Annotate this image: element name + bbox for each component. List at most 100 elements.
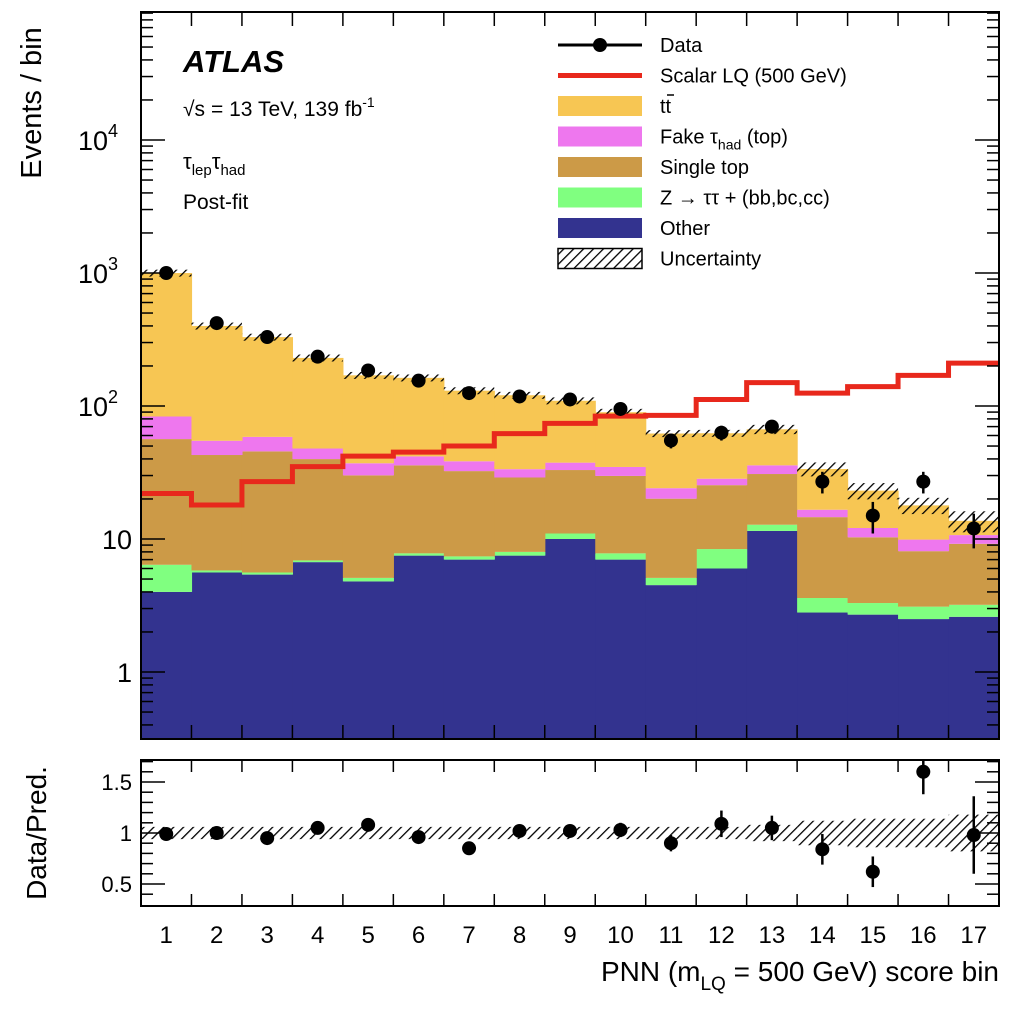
bar-ttbar-10 bbox=[595, 412, 647, 467]
ratio-point-14 bbox=[815, 834, 830, 865]
ratio-point-9 bbox=[563, 823, 577, 838]
bar-single-top-6 bbox=[393, 465, 445, 554]
x-tick-label-5: 5 bbox=[361, 922, 374, 949]
ratio-point-13 bbox=[764, 815, 779, 841]
bar-z-14 bbox=[797, 598, 849, 613]
bar-other-16 bbox=[898, 619, 950, 739]
bar-single-top-16 bbox=[898, 551, 950, 607]
x-tick-label-6: 6 bbox=[412, 922, 425, 949]
ratio-point-10 bbox=[613, 822, 628, 838]
bar-other-11 bbox=[645, 585, 697, 739]
bar-fake-8 bbox=[494, 469, 546, 478]
uncertainty-bin-14 bbox=[797, 462, 848, 477]
x-tick-label-14: 14 bbox=[809, 922, 836, 949]
ratio-point-16 bbox=[916, 760, 931, 795]
bar-other-8 bbox=[494, 555, 546, 739]
ratio-point-3 bbox=[260, 831, 275, 846]
data-point-5 bbox=[361, 363, 376, 378]
y-tick-label-1: 1 bbox=[117, 658, 132, 688]
ratio-points bbox=[159, 760, 981, 888]
data-point-10 bbox=[613, 401, 628, 416]
bar-z-8 bbox=[494, 551, 546, 556]
bar-other-10 bbox=[595, 559, 647, 739]
bar-single-top-2 bbox=[191, 455, 243, 571]
bar-z-17 bbox=[948, 604, 999, 617]
ratio-point-7 bbox=[462, 841, 477, 856]
atlas-label: ATLAS bbox=[182, 44, 284, 79]
data-point-14 bbox=[815, 471, 830, 494]
x-tick-label-12: 12 bbox=[708, 922, 735, 949]
x-tick-label-2: 2 bbox=[210, 922, 223, 949]
bar-ttbar-4 bbox=[292, 357, 344, 449]
bar-fake-14 bbox=[797, 509, 849, 518]
bar-z-3 bbox=[241, 572, 294, 575]
bar-ttbar-5 bbox=[342, 375, 394, 464]
x-tick-label-10: 10 bbox=[607, 922, 634, 949]
bar-single-top-17 bbox=[948, 543, 999, 605]
ratio-tick-label-1: 1 bbox=[120, 821, 132, 846]
legend-item-z: Z → ττ + (bb,bc,cc) bbox=[558, 187, 830, 210]
bar-ttbar-7 bbox=[443, 390, 495, 462]
energy-label: √s = 13 TeV, 139 fb-1 bbox=[183, 94, 375, 121]
stacked-backgrounds bbox=[141, 273, 999, 739]
data-point-9 bbox=[563, 392, 577, 407]
bar-z-4 bbox=[292, 560, 344, 563]
bar-fake-11 bbox=[645, 488, 697, 499]
fit-label: Post-fit bbox=[183, 191, 249, 214]
ratio-point-15 bbox=[865, 856, 880, 888]
bar-z-16 bbox=[898, 606, 950, 620]
bar-other-6 bbox=[393, 555, 445, 739]
bar-other-15 bbox=[847, 614, 899, 739]
svg-text:Other: Other bbox=[660, 218, 710, 240]
y-tick-label-100: 102 bbox=[78, 387, 118, 422]
uncertainty-bin-15 bbox=[847, 483, 899, 500]
x-tick-label-3: 3 bbox=[260, 922, 273, 949]
bar-fake-4 bbox=[292, 448, 344, 460]
x-tick-label-11: 11 bbox=[658, 922, 683, 949]
bar-ttbar-6 bbox=[393, 377, 445, 457]
bar-fake-13 bbox=[746, 465, 798, 475]
x-tick-label-15: 15 bbox=[859, 922, 886, 949]
legend-item-fake: Fake τhad (top) bbox=[558, 126, 788, 153]
bar-single-top-13 bbox=[746, 474, 798, 525]
bar-other-2 bbox=[191, 572, 243, 739]
bar-other-4 bbox=[292, 562, 344, 739]
bar-other-5 bbox=[342, 581, 394, 739]
data-point-11 bbox=[663, 433, 678, 449]
bar-fake-10 bbox=[595, 466, 647, 476]
bar-other-3 bbox=[241, 574, 294, 739]
data-points bbox=[159, 266, 981, 549]
bar-ttbar-1 bbox=[141, 273, 193, 417]
bar-other-7 bbox=[443, 559, 495, 739]
data-point-2 bbox=[209, 316, 224, 331]
bar-single-top-5 bbox=[342, 475, 394, 578]
bar-ttbar-2 bbox=[191, 325, 243, 441]
bar-z-13 bbox=[746, 524, 798, 531]
ratio-point-11 bbox=[663, 835, 678, 852]
y-axis-label: Events / bin bbox=[16, 27, 48, 179]
ratio-point-1 bbox=[159, 827, 174, 842]
bar-fake-12 bbox=[696, 478, 748, 486]
ratio-uncertainty-bin-5 bbox=[342, 826, 394, 840]
bar-z-12 bbox=[696, 549, 748, 569]
bar-z-6 bbox=[393, 553, 445, 556]
ratio-uncertainty-bin-11 bbox=[645, 826, 697, 840]
bar-z-9 bbox=[544, 533, 596, 539]
data-point-15 bbox=[865, 501, 880, 534]
bar-single-top-3 bbox=[241, 451, 294, 573]
bar-other-1 bbox=[141, 591, 193, 739]
bar-z-15 bbox=[847, 603, 899, 615]
data-point-17 bbox=[966, 513, 981, 549]
ratio-point-2 bbox=[209, 826, 224, 840]
bar-other-13 bbox=[746, 530, 798, 739]
x-tick-label-7: 7 bbox=[462, 922, 475, 949]
x-tick-label-13: 13 bbox=[759, 922, 786, 949]
bar-other-12 bbox=[696, 568, 748, 739]
ratio-y-tick-labels: 0.5 1 1.5 bbox=[101, 770, 132, 897]
data-point-6 bbox=[411, 373, 426, 388]
channel-label: τlepτhad bbox=[183, 149, 245, 179]
legend-item-other: Other bbox=[558, 218, 710, 240]
bar-single-top-14 bbox=[797, 517, 849, 599]
x-tick-label-16: 16 bbox=[910, 922, 937, 949]
data-point-12 bbox=[714, 425, 729, 441]
